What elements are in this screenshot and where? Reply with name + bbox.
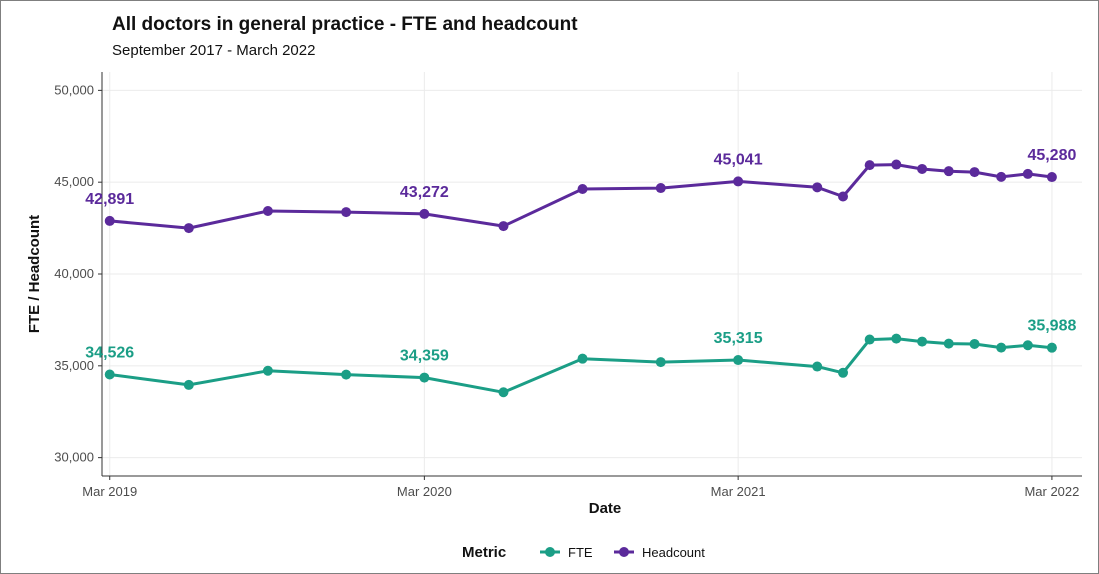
data-point-headcount	[969, 167, 980, 178]
data-point-headcount	[917, 163, 928, 174]
data-point-headcount	[577, 183, 588, 194]
data-point-fte	[577, 353, 588, 364]
data-label-headcount: 42,891	[85, 191, 134, 208]
legend-items: FTE Headcount	[540, 545, 705, 560]
data-point-fte	[733, 355, 744, 366]
data-point-fte	[262, 365, 273, 376]
data-label-fte: 34,359	[400, 348, 449, 365]
data-point-fte	[969, 338, 980, 349]
y-axis-title: FTE / Headcount	[26, 215, 43, 333]
data-point-fte	[655, 357, 666, 368]
data-point-headcount	[183, 223, 194, 234]
data-point-headcount	[1046, 172, 1057, 183]
data-point-headcount	[812, 182, 823, 193]
data-label-fte: 35,988	[1027, 318, 1076, 335]
grid-layer	[102, 72, 1082, 476]
data-point-fte	[419, 372, 430, 383]
x-tick-label: Mar 2020	[397, 484, 452, 499]
data-point-fte	[498, 387, 509, 398]
axis-layer: 30,000 35,000 40,000 45,000 50,000 Mar 2019 Ma…	[54, 72, 1082, 499]
y-tick-label: 35,000	[54, 358, 94, 373]
data-point-headcount	[498, 221, 509, 232]
series-layer	[104, 159, 1057, 398]
data-point-headcount	[943, 166, 954, 177]
x-axis-title: Date	[589, 500, 622, 517]
series-line-headcount	[109, 163, 1053, 230]
y-tick-label: 50,000	[54, 82, 94, 97]
legend-label-headcount: Headcount	[642, 545, 705, 560]
legend-swatch-dot-fte	[545, 547, 555, 557]
y-tick-label: 45,000	[54, 174, 94, 189]
data-point-headcount	[864, 160, 875, 171]
data-point-fte	[917, 336, 928, 347]
x-tick-label: Mar 2022	[1024, 484, 1079, 499]
y-tick-label: 30,000	[54, 450, 94, 465]
legend: Metric FTE Headcount	[462, 544, 705, 561]
legend-swatch-dot-headcount	[619, 547, 629, 557]
data-point-headcount	[262, 206, 273, 217]
data-point-headcount	[838, 191, 849, 202]
data-point-fte	[341, 369, 352, 380]
data-label-fte: 35,315	[714, 330, 763, 347]
data-point-fte	[864, 334, 875, 345]
data-label-layer: 34,526 34,359 35,315 35,988 42,891 43,272 45,0…	[85, 147, 1076, 365]
data-point-headcount	[733, 176, 744, 187]
data-point-fte	[996, 342, 1007, 353]
legend-title: Metric	[462, 544, 506, 561]
chart-subtitle: September 2017 - March 2022	[112, 42, 316, 59]
data-label-headcount: 45,041	[714, 151, 763, 168]
data-point-headcount	[104, 215, 115, 226]
data-label-headcount: 43,272	[400, 184, 449, 201]
y-tick-label: 40,000	[54, 266, 94, 281]
data-point-headcount	[1022, 168, 1033, 179]
data-point-headcount	[996, 171, 1007, 182]
data-label-headcount: 45,280	[1027, 147, 1076, 164]
data-point-fte	[1046, 342, 1057, 353]
data-point-fte	[104, 369, 115, 380]
data-point-fte	[838, 367, 849, 378]
data-point-fte	[891, 333, 902, 344]
data-point-headcount	[891, 159, 902, 170]
data-label-fte: 34,526	[85, 345, 134, 362]
x-tick-label: Mar 2019	[82, 484, 137, 499]
data-point-headcount	[655, 183, 666, 194]
chart-title: All doctors in general practice - FTE an…	[112, 14, 578, 35]
data-point-headcount	[341, 207, 352, 218]
data-point-fte	[1022, 340, 1033, 351]
x-tick-label: Mar 2021	[711, 484, 766, 499]
data-point-fte	[943, 338, 954, 349]
legend-label-fte: FTE	[568, 545, 593, 560]
data-point-fte	[812, 361, 823, 372]
data-point-headcount	[419, 208, 430, 219]
data-point-fte	[183, 379, 194, 390]
